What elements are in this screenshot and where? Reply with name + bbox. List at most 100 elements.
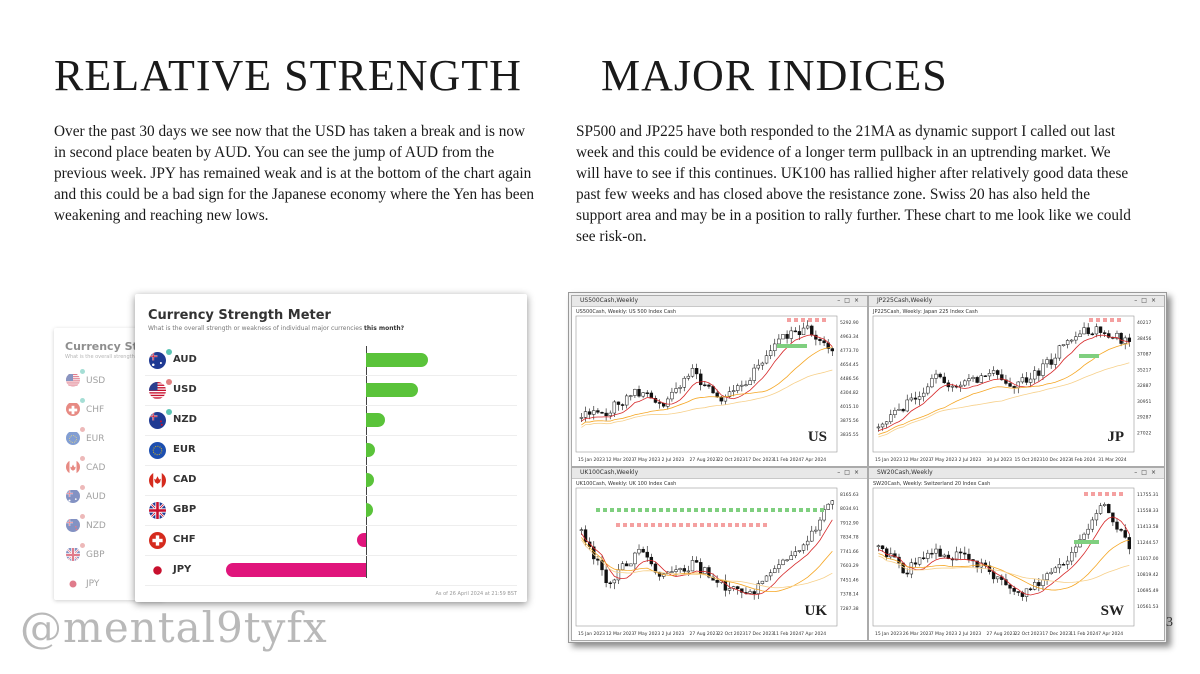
strength-bar-usd: [366, 383, 418, 397]
date-axis-label: 22 Oct 2023: [717, 631, 745, 637]
price-axis-label: 29287: [1137, 415, 1151, 421]
nz-flag-icon: [149, 412, 166, 429]
chart-pane-us[interactable]: US500Cash,Weekly –□× US500Cash, Weekly: US…: [571, 295, 868, 467]
ca-flag-icon: [149, 472, 166, 489]
currency-code: USD: [173, 384, 197, 395]
currency-code: CHF: [86, 405, 105, 415]
change-indicator-icon: [80, 398, 85, 403]
pane-titlebar[interactable]: JP225Cash,Weekly –□×: [869, 296, 1164, 307]
watermark: @mental9tyfx: [20, 603, 328, 652]
nz-flag-icon: [66, 518, 80, 532]
meter-row-eur: EUR: [135, 436, 527, 466]
currency-code: CAD: [173, 474, 197, 485]
date-axis-label: 31 Mar 2024: [1098, 457, 1127, 463]
date-axis-label: 17 Dec 2023: [745, 631, 774, 637]
chart-pane-sw[interactable]: SW20Cash,Weekly –□× SW20Cash, Weekly: Swit…: [868, 467, 1165, 641]
price-chart[interactable]: 5292.90 4963.34 4773.70 4654.45 4486.56 4304.…: [572, 296, 867, 466]
page-number: 3: [1166, 615, 1173, 630]
meter-row-chf: CHF: [135, 526, 527, 556]
date-axis-label: 30 Jul 2023: [987, 457, 1013, 463]
price-axis-label: 8034.91: [840, 506, 859, 512]
date-axis-label: 27 Aug 2023: [690, 457, 719, 463]
price-chart[interactable]: 40217 38456 37087 35217 32887 30951 29287 27022…: [869, 296, 1164, 466]
chart-subtitle: SW20Cash, Weekly: Switzerland 20 Index C…: [873, 481, 991, 487]
price-axis-label: 7603.29: [840, 563, 859, 569]
date-axis-label: 22 Oct 2023: [1014, 631, 1042, 637]
price-axis-label: 7451.46: [840, 577, 859, 583]
price-axis-label: 4963.34: [840, 334, 859, 340]
relative-strength-paragraph: Over the past 30 days we see now that th…: [54, 123, 535, 224]
date-axis-label: 4 Feb 2024: [1070, 457, 1095, 463]
change-indicator-icon: [80, 485, 85, 490]
price-axis-label: 37087: [1137, 352, 1151, 358]
date-axis-label: 7 May 2023: [931, 457, 958, 463]
currency-code: EUR: [173, 444, 196, 455]
date-axis-label: 2 Jul 2023: [959, 631, 982, 637]
date-axis-label: 12 Mar 2023: [606, 457, 635, 463]
meter-row-gbp: GBP: [135, 496, 527, 526]
window-controls-icon[interactable]: –□×: [1134, 297, 1160, 304]
strength-bar-chf: [357, 533, 366, 547]
price-axis-label: 3875.56: [840, 418, 859, 424]
strength-bar-gbp: [366, 503, 373, 517]
date-axis-label: 12 Mar 2023: [903, 457, 932, 463]
date-axis-label: 7 Apr 2024: [801, 631, 826, 637]
window-controls-icon[interactable]: –□×: [837, 469, 863, 476]
pane-titlebar[interactable]: UK100Cash,Weekly –□×: [572, 468, 867, 479]
change-indicator-icon: [166, 379, 172, 385]
date-axis-label: 15 Jan 2023: [578, 631, 605, 637]
window-controls-icon[interactable]: –□×: [837, 297, 863, 304]
price-axis-label: 11558.33: [1137, 508, 1159, 514]
pane-titlebar[interactable]: SW20Cash,Weekly –□×: [869, 468, 1164, 479]
chart-pane-uk[interactable]: UK100Cash,Weekly –□× UK100Cash, Weekly: UK…: [571, 467, 868, 641]
change-indicator-icon: [80, 427, 85, 432]
previous-meter-row-nzd: NZD: [54, 511, 164, 541]
change-indicator-icon: [166, 409, 172, 415]
date-axis-label: 11 Feb 2024: [773, 631, 801, 637]
currency-code: JPY: [173, 564, 192, 575]
price-chart[interactable]: 8165.63 8034.91 7912.90 7834.78 7741.66 7603.…: [572, 468, 867, 640]
pane-titlebar[interactable]: US500Cash,Weekly –□×: [572, 296, 867, 307]
gb-flag-icon: [66, 547, 80, 561]
date-axis-label: 7 Apr 2024: [1098, 631, 1123, 637]
date-axis-label: 11 Feb 2024: [773, 457, 801, 463]
previous-meter-row-eur: EUR: [54, 424, 164, 454]
meter-row-usd: USD: [135, 376, 527, 406]
date-axis-label: 2 Jul 2023: [662, 631, 685, 637]
price-axis-label: 35217: [1137, 367, 1151, 373]
chart-subtitle: UK100Cash, Weekly: UK 100 Index Cash: [576, 481, 677, 487]
change-indicator-icon: [80, 514, 85, 519]
previous-meter-row-gbp: GBP: [54, 540, 164, 570]
date-axis-label: 27 Aug 2023: [987, 631, 1016, 637]
price-axis-label: 38456: [1137, 336, 1151, 342]
currency-code: CHF: [173, 534, 196, 545]
price-axis-label: 30951: [1137, 399, 1151, 405]
price-axis-label: 7834.78: [840, 535, 859, 541]
currency-code: NZD: [173, 414, 197, 425]
price-chart[interactable]: 11755.31 11558.33 11413.58 11244.57 11017.00…: [869, 468, 1164, 640]
price-axis-label: 7378.14: [840, 592, 859, 598]
price-axis-label: 10561.53: [1137, 604, 1159, 610]
previous-meter-row-cad: CAD: [54, 453, 164, 483]
date-axis-label: 15 Jan 2023: [875, 631, 902, 637]
eu-flag-icon: [149, 442, 166, 459]
gb-flag-icon: [149, 502, 166, 519]
meter-row-cad: CAD: [135, 466, 527, 496]
chart-pane-jp[interactable]: JP225Cash,Weekly –□× JP225Cash, Weekly: Ja…: [868, 295, 1165, 467]
previous-meter-row-usd: USD: [54, 366, 164, 396]
chart-subtitle: JP225Cash, Weekly: Japan 225 Index Cash: [873, 309, 978, 315]
previous-meter-row-jpy: JPY: [54, 569, 164, 599]
date-axis-label: 7 May 2023: [931, 631, 958, 637]
date-axis-label: 22 Oct 2023: [717, 457, 745, 463]
date-axis-label: 15 Jan 2023: [875, 457, 902, 463]
strength-bar-jpy: [226, 563, 366, 577]
meter-row-nzd: NZD: [135, 406, 527, 436]
price-axis-label: 10695.49: [1137, 588, 1159, 594]
heading-major-indices: MAJOR INDICES: [601, 51, 948, 100]
date-axis-label: 7 May 2023: [634, 457, 661, 463]
us-flag-icon: [149, 382, 166, 399]
meter-title: Currency Strength Meter: [148, 308, 331, 323]
meter-row-jpy: JPY: [135, 556, 527, 586]
window-controls-icon[interactable]: –□×: [1134, 469, 1160, 476]
date-axis-label: 27 Aug 2023: [690, 631, 719, 637]
